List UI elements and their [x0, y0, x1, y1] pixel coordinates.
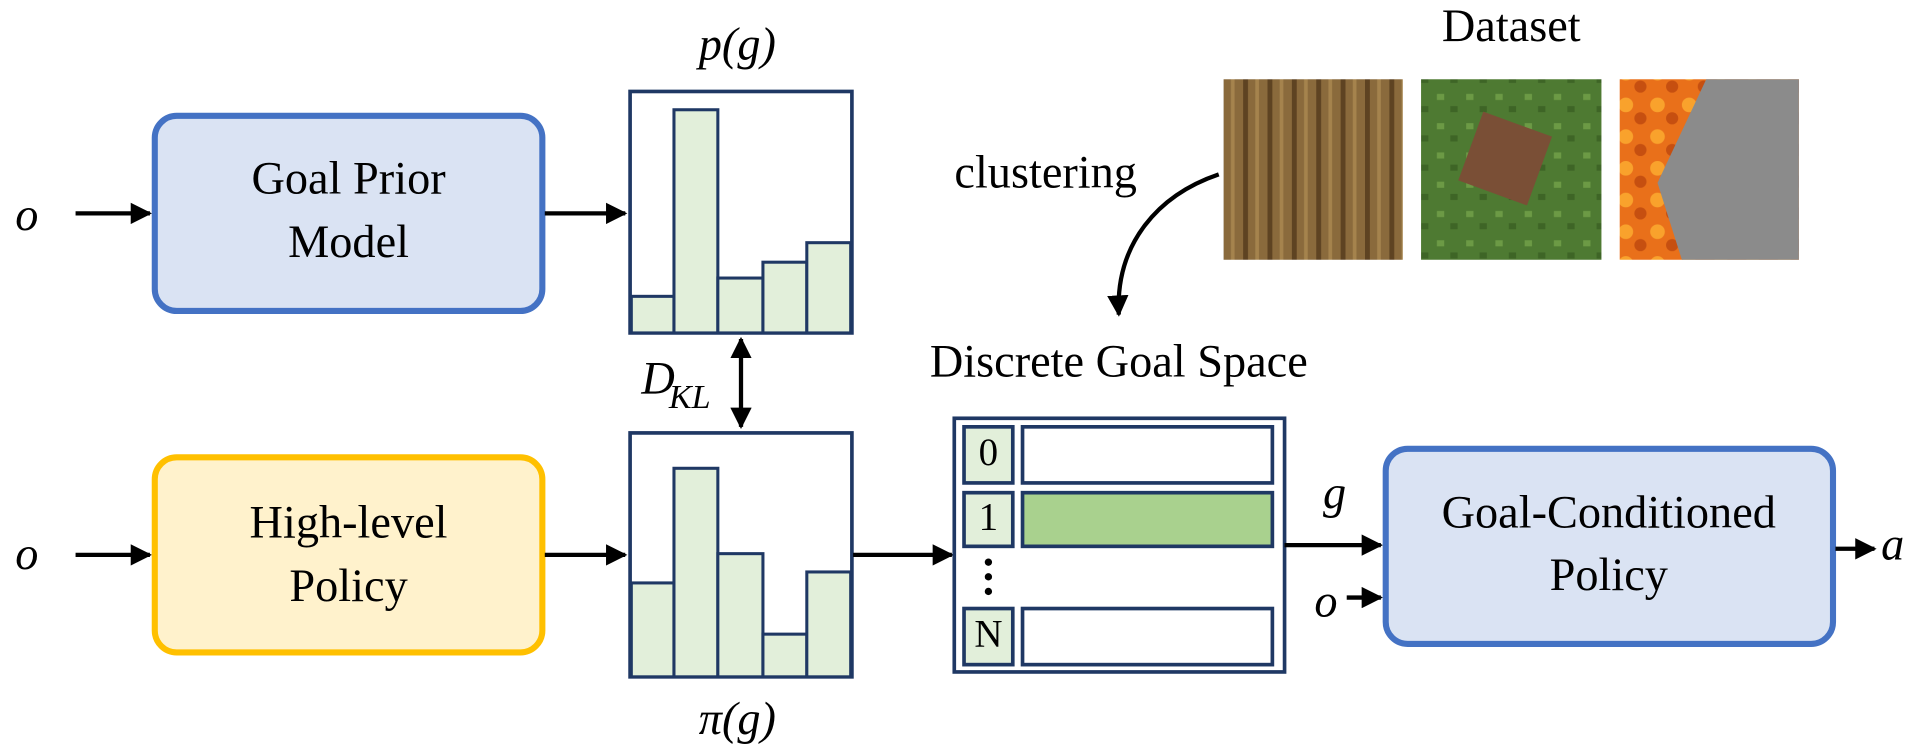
box-label: High-level — [250, 497, 448, 548]
hist-bar — [674, 110, 718, 333]
hist-bar — [807, 572, 851, 677]
hist-bar — [718, 278, 763, 333]
hist-label: p(g) — [696, 19, 776, 70]
goal-prior-box — [155, 116, 543, 311]
obs-label: o — [1314, 577, 1337, 628]
ellipsis-dot — [985, 588, 992, 595]
goal-label: g — [1323, 468, 1346, 519]
hist-bar — [718, 554, 763, 677]
index-label: N — [974, 613, 1002, 656]
ellipsis-dot — [985, 573, 992, 580]
diagram: o o Goal Prior Model High-level Policy p… — [0, 0, 1911, 750]
clustering-label: clustering — [954, 147, 1137, 198]
obs-label: o — [15, 190, 38, 241]
index-label: 0 — [979, 431, 998, 474]
box-label: Goal Prior — [251, 154, 446, 205]
box-label: Model — [288, 217, 409, 268]
hist-label: π(g) — [699, 694, 776, 745]
kl-subscript: KL — [668, 379, 711, 416]
goal-space-title: Discrete Goal Space — [930, 336, 1308, 387]
goal-cell — [1023, 609, 1273, 665]
action-label: a — [1881, 519, 1904, 570]
dataset-title: Dataset — [1442, 1, 1581, 52]
goal-cell — [1023, 427, 1273, 483]
hist-bar — [763, 262, 807, 333]
hist-bar — [631, 583, 674, 677]
box-label: Goal-Conditioned — [1442, 488, 1776, 539]
box-label: Policy — [1550, 550, 1668, 601]
hist-bar — [631, 296, 674, 333]
high-level-box — [155, 457, 543, 652]
goal-cell-selected — [1023, 493, 1273, 547]
obs-label: o — [15, 529, 38, 580]
hist-bar — [807, 243, 851, 333]
box-label: Policy — [289, 561, 407, 612]
goal-conditioned-box — [1386, 449, 1833, 644]
index-label: 1 — [979, 496, 998, 539]
dataset-image — [1224, 79, 1403, 259]
hist-bar — [674, 468, 718, 677]
ellipsis-dot — [985, 559, 992, 566]
hist-bar — [763, 634, 807, 677]
